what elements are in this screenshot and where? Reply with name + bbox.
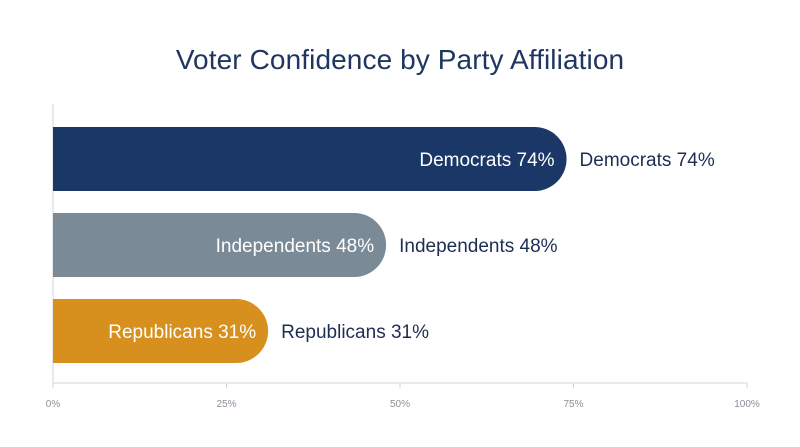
chart-title: Voter Confidence by Party Affiliation: [175, 44, 625, 75]
x-tick-label: 50%: [390, 399, 410, 410]
bar-label-outside: Democrats 74%: [580, 150, 715, 171]
bar-label-inside: Republicans 31%: [108, 322, 256, 343]
bar-label-inside: Democrats 74%: [419, 150, 554, 171]
bar-label-outside: Republicans 31%: [281, 322, 429, 343]
bar-label-outside: Independents 48%: [399, 236, 558, 257]
x-tick-label: 75%: [563, 399, 583, 410]
x-tick-label: 0%: [46, 399, 61, 410]
bar-democrats: [53, 127, 567, 191]
x-tick-label: 100%: [734, 399, 760, 410]
bar-republicans: [53, 299, 269, 363]
x-tick-label: 25%: [216, 399, 236, 410]
bar-label-inside: Independents 48%: [216, 236, 375, 257]
bar-independents: [53, 213, 387, 277]
